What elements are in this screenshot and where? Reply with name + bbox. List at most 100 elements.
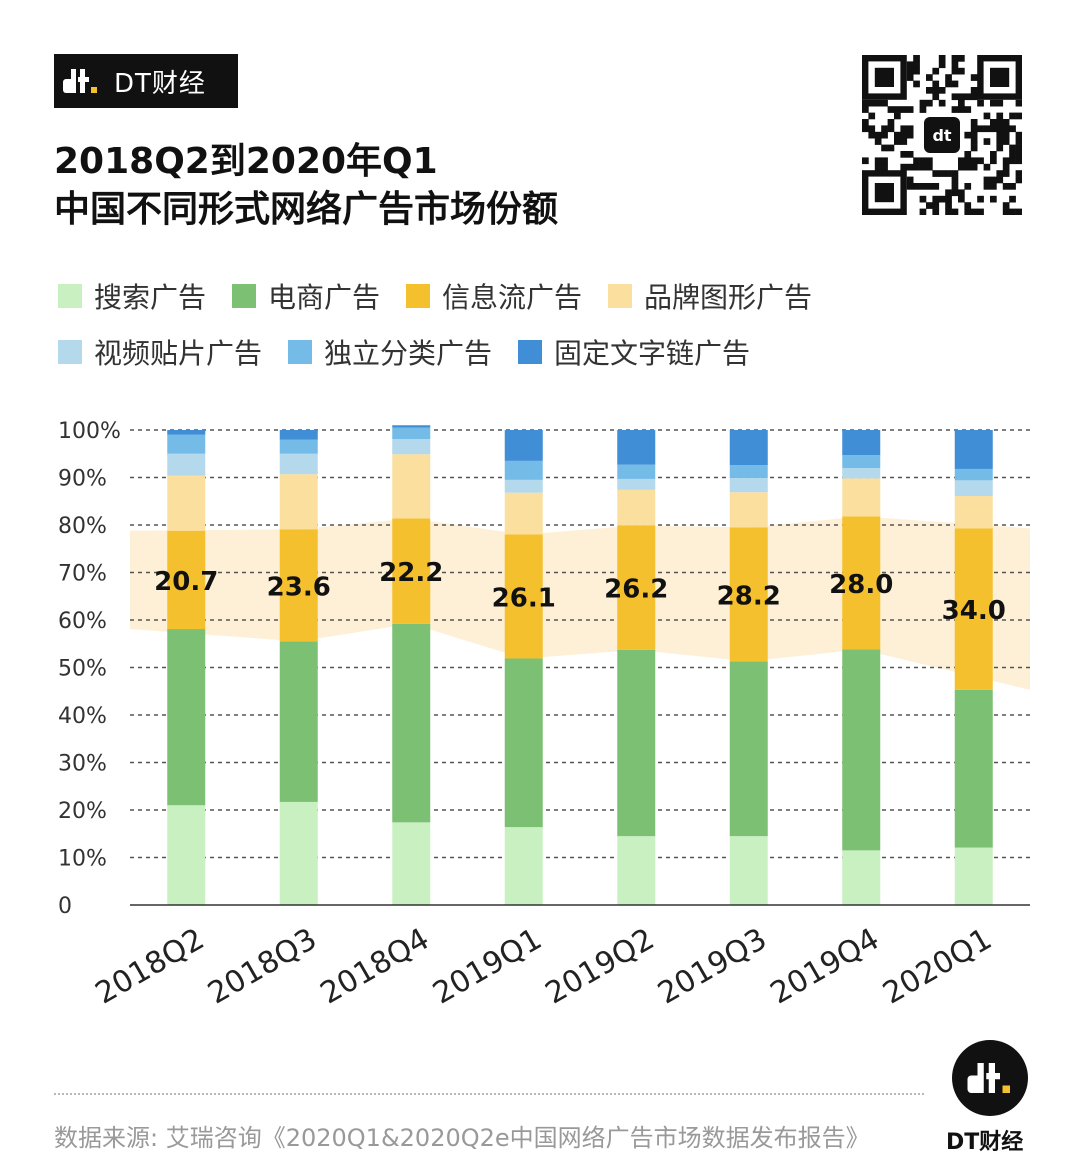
legend-label: 信息流广告 xyxy=(442,281,583,314)
legend-swatch xyxy=(288,340,313,364)
bar-segment xyxy=(617,478,656,490)
bar-segment xyxy=(392,425,431,428)
bar-segment xyxy=(504,492,543,535)
legend-label: 电商广告 xyxy=(268,281,381,314)
bar-segment xyxy=(842,455,881,468)
dt-logo-bottom-icon xyxy=(952,1040,1028,1116)
bar-segment xyxy=(392,822,431,905)
y-tick-label: 100% xyxy=(58,419,121,444)
bar-segment xyxy=(167,475,206,531)
data-label: 23.6 xyxy=(267,572,331,602)
bar-segment xyxy=(504,479,543,493)
x-tick-label: 2018Q3 xyxy=(202,922,323,1010)
y-tick-label: 0 xyxy=(58,894,72,919)
bar-segment xyxy=(279,641,318,802)
bar-segment xyxy=(842,649,881,851)
bar-segment xyxy=(279,430,318,440)
legend-row: 视频贴片广告 独立分类广告 固定文字链广告 xyxy=(58,332,958,372)
bar-segment xyxy=(842,468,881,479)
x-tick-label: 2019Q2 xyxy=(540,922,661,1010)
data-label: 28.0 xyxy=(829,570,893,600)
bar-segment xyxy=(279,439,318,454)
bar-segment xyxy=(504,827,543,905)
bar-segment xyxy=(617,525,656,650)
bar-segment xyxy=(279,453,318,475)
bar-segment xyxy=(504,534,543,659)
y-tick-label: 70% xyxy=(58,562,107,587)
highlight-band xyxy=(130,516,1030,690)
data-label: 26.1 xyxy=(492,583,556,613)
legend-label: 视频贴片广告 xyxy=(94,337,263,370)
bar-segment xyxy=(954,528,993,690)
bar-segment xyxy=(729,465,768,478)
page-title: 2018Q2到2020年Q1 中国不同形式网络广告市场份额 xyxy=(54,138,558,234)
legend-swatch xyxy=(406,284,431,308)
legend-item: 电商广告 xyxy=(232,276,380,316)
bar-segment xyxy=(392,427,431,440)
legend-swatch xyxy=(608,284,633,308)
bar-segment xyxy=(617,836,656,905)
data-label: 20.7 xyxy=(154,567,218,597)
legend-label: 独立分类广告 xyxy=(324,337,493,370)
bar-segment xyxy=(617,430,656,465)
x-tick-label: 2020Q1 xyxy=(877,922,998,1010)
bar-segment xyxy=(504,658,543,828)
bar-segment xyxy=(617,649,656,837)
dt-logo-icon xyxy=(54,54,108,108)
legend-label: 搜索广告 xyxy=(94,281,207,314)
legend-label: 品牌图形广告 xyxy=(644,281,813,314)
data-label: 28.2 xyxy=(717,581,781,611)
bar-segment xyxy=(504,430,543,461)
bar-segment xyxy=(167,530,206,630)
bar-segment xyxy=(954,480,993,497)
x-tick-label: 2019Q1 xyxy=(427,922,548,1010)
bar-segment xyxy=(729,492,768,528)
data-label: 22.2 xyxy=(379,558,443,588)
y-tick-label: 20% xyxy=(58,799,107,824)
bar-segment xyxy=(617,464,656,479)
bar-segment xyxy=(167,434,206,454)
title-line-2: 中国不同形式网络广告市场份额 xyxy=(54,189,559,230)
bar-segment xyxy=(167,453,206,476)
bar-segment xyxy=(842,430,881,456)
bar-segment xyxy=(279,474,318,530)
legend-item: 品牌图形广告 xyxy=(608,276,812,316)
bar-segment xyxy=(167,629,206,806)
legend-item: 视频贴片广告 xyxy=(58,332,262,372)
y-tick-label: 30% xyxy=(58,752,107,777)
x-tick-label: 2019Q4 xyxy=(765,922,886,1010)
y-tick-label: 50% xyxy=(58,657,107,682)
bar-segment xyxy=(954,468,993,481)
legend-swatch xyxy=(58,340,82,364)
bar-segment xyxy=(392,439,431,455)
bar-segment xyxy=(279,529,318,642)
bar-segment xyxy=(729,527,768,662)
legend-swatch xyxy=(58,284,82,308)
x-tick-label: 2019Q3 xyxy=(652,922,773,1010)
y-tick-label: 90% xyxy=(58,467,107,492)
bar-segment xyxy=(842,478,881,517)
legend-item: 信息流广告 xyxy=(406,276,582,316)
bar-segment xyxy=(504,460,543,480)
bar-segment xyxy=(167,430,206,435)
legend-row: 搜索广告 电商广告 信息流广告 品牌图形广告 xyxy=(58,276,958,316)
bar-segment xyxy=(842,516,881,650)
legend-item: 搜索广告 xyxy=(58,276,206,316)
bar-segment xyxy=(954,847,993,905)
y-tick-label: 10% xyxy=(58,847,107,872)
brand-name: DT财经 xyxy=(114,68,206,99)
bar-segment xyxy=(167,805,206,905)
bar-segment xyxy=(729,661,768,837)
qr-code-icon[interactable]: dt xyxy=(862,55,1023,216)
legend: 搜索广告 电商广告 信息流广告 品牌图形广告 视频贴片广告 独立分类广告 固定文字链广告 xyxy=(58,276,958,388)
legend-item: 固定文字链广告 xyxy=(518,332,750,372)
legend-swatch xyxy=(232,284,257,308)
bar-segment xyxy=(617,489,656,526)
bar-segment xyxy=(729,477,768,493)
y-tick-label: 80% xyxy=(58,514,107,539)
bar-segment xyxy=(842,850,881,905)
bar-segment xyxy=(392,518,431,624)
bar-segment xyxy=(729,430,768,466)
bar-segment xyxy=(279,801,318,905)
y-tick-label: 40% xyxy=(58,704,107,729)
